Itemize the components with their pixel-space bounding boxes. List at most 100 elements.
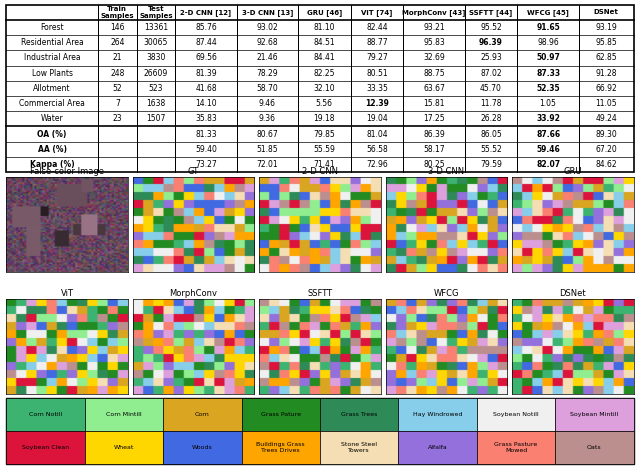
Text: 73.27: 73.27	[195, 160, 217, 169]
Text: 79.27: 79.27	[366, 54, 388, 63]
Text: 33.92: 33.92	[536, 114, 560, 123]
Text: Forest: Forest	[40, 23, 64, 32]
Text: 84.41: 84.41	[314, 54, 335, 63]
Text: 3-D CNN [13]: 3-D CNN [13]	[241, 9, 293, 16]
Text: 80.67: 80.67	[257, 130, 278, 138]
Text: 81.04: 81.04	[366, 130, 388, 138]
Text: 32.10: 32.10	[314, 84, 335, 93]
Bar	[6, 398, 85, 431]
Bar	[398, 398, 477, 431]
Text: ViT [74]: ViT [74]	[362, 9, 393, 16]
Text: 71.41: 71.41	[314, 160, 335, 169]
Text: 91.65: 91.65	[536, 23, 560, 32]
Text: 93.21: 93.21	[423, 23, 445, 32]
Text: 82.44: 82.44	[366, 23, 388, 32]
Text: 26.28: 26.28	[480, 114, 502, 123]
Text: 87.66: 87.66	[536, 130, 560, 138]
Text: 93.02: 93.02	[257, 23, 278, 32]
Text: 35.83: 35.83	[195, 114, 217, 123]
Bar	[6, 431, 85, 463]
Text: 1.05: 1.05	[540, 99, 557, 108]
Text: 523: 523	[148, 84, 163, 93]
Title: WFCG: WFCG	[434, 289, 459, 298]
Bar	[556, 398, 634, 431]
Text: 95.52: 95.52	[480, 23, 502, 32]
Text: 26609: 26609	[144, 69, 168, 78]
Bar	[163, 431, 242, 463]
Text: 41.68: 41.68	[195, 84, 217, 93]
Bar	[320, 398, 398, 431]
Text: 81.10: 81.10	[314, 23, 335, 32]
Text: Corn: Corn	[195, 412, 210, 417]
Text: 87.44: 87.44	[195, 38, 217, 47]
Text: 55.52: 55.52	[480, 145, 502, 154]
Text: Corn Mintill: Corn Mintill	[106, 412, 142, 417]
Text: 85.76: 85.76	[195, 23, 217, 32]
Text: 79.59: 79.59	[480, 160, 502, 169]
Text: 25.93: 25.93	[480, 54, 502, 63]
Text: 23: 23	[113, 114, 122, 123]
Text: Grass Pature: Grass Pature	[261, 412, 301, 417]
Text: Soybean Clean: Soybean Clean	[22, 445, 69, 450]
Bar	[242, 398, 320, 431]
Text: 88.77: 88.77	[366, 38, 388, 47]
Text: Wheat: Wheat	[114, 445, 134, 450]
Text: 67.20: 67.20	[595, 145, 617, 154]
Text: 55.59: 55.59	[314, 145, 335, 154]
Text: Allotment: Allotment	[33, 84, 71, 93]
Text: Low Plants: Low Plants	[31, 69, 73, 78]
Text: 58.17: 58.17	[423, 145, 445, 154]
Text: 21: 21	[113, 54, 122, 63]
Text: 33.35: 33.35	[366, 84, 388, 93]
Text: 69.56: 69.56	[195, 54, 217, 63]
Text: 52.35: 52.35	[536, 84, 560, 93]
Text: Residential Area: Residential Area	[20, 38, 84, 47]
Bar	[477, 398, 556, 431]
Text: WFCG [45]: WFCG [45]	[527, 9, 569, 16]
Text: 2-D CNN [12]: 2-D CNN [12]	[180, 9, 232, 16]
Text: 3830: 3830	[147, 54, 166, 63]
Text: 32.69: 32.69	[423, 54, 445, 63]
Bar	[398, 431, 477, 463]
Text: 45.70: 45.70	[480, 84, 502, 93]
Text: 52: 52	[113, 84, 122, 93]
Text: Kappa (%): Kappa (%)	[30, 160, 74, 169]
Text: 79.85: 79.85	[314, 130, 335, 138]
Text: Test
Samples: Test Samples	[139, 6, 173, 19]
Title: 3-D CNN: 3-D CNN	[428, 167, 465, 176]
Text: Water: Water	[41, 114, 63, 123]
Title: MorphConv: MorphConv	[170, 289, 218, 298]
Text: 9.36: 9.36	[259, 114, 276, 123]
Bar	[242, 431, 320, 463]
Bar	[477, 431, 556, 463]
Text: 86.05: 86.05	[480, 130, 502, 138]
Text: Woods: Woods	[192, 445, 212, 450]
Text: 89.30: 89.30	[595, 130, 617, 138]
Title: ViT: ViT	[61, 289, 74, 298]
Text: Soybean Notill: Soybean Notill	[493, 412, 539, 417]
Text: 63.67: 63.67	[423, 84, 445, 93]
Text: 95.83: 95.83	[423, 38, 445, 47]
Text: 93.19: 93.19	[595, 23, 617, 32]
Text: 9.46: 9.46	[259, 99, 276, 108]
Text: 13361: 13361	[144, 23, 168, 32]
Text: Corn Notill: Corn Notill	[29, 412, 62, 417]
Text: 56.58: 56.58	[366, 145, 388, 154]
Text: 7: 7	[115, 99, 120, 108]
Text: 96.39: 96.39	[479, 38, 503, 47]
Title: 2-D CNN: 2-D CNN	[302, 167, 338, 176]
Text: 59.40: 59.40	[195, 145, 217, 154]
Text: Oats: Oats	[587, 445, 602, 450]
Text: 62.85: 62.85	[595, 54, 617, 63]
Text: DSNet: DSNet	[594, 9, 619, 16]
Text: 95.85: 95.85	[595, 38, 617, 47]
Text: 81.33: 81.33	[195, 130, 217, 138]
Text: 19.18: 19.18	[314, 114, 335, 123]
Text: 87.33: 87.33	[536, 69, 560, 78]
Text: 1507: 1507	[147, 114, 166, 123]
Text: MorphConv [43]: MorphConv [43]	[403, 9, 466, 16]
Text: 88.75: 88.75	[423, 69, 445, 78]
Bar	[85, 431, 163, 463]
Text: Hay Windrowed: Hay Windrowed	[413, 412, 462, 417]
Text: 98.96: 98.96	[537, 38, 559, 47]
